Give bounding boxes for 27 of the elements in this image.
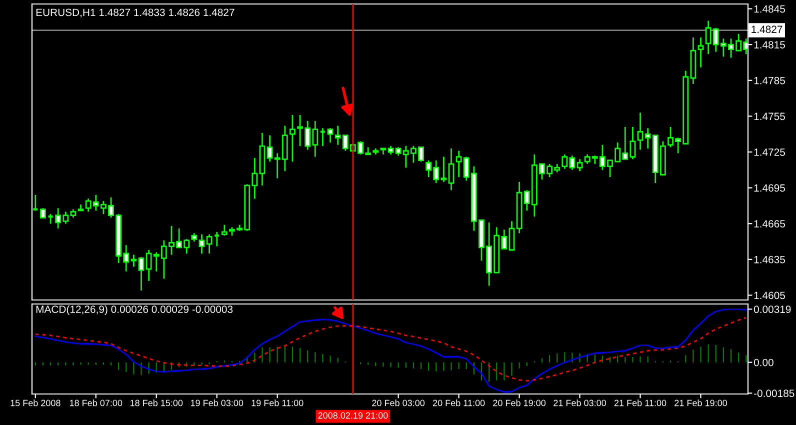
- x-tick-label: 2008.02.19 21:00: [318, 412, 388, 419]
- chart-title: MACD(12,26,9) 0.00026 0.00029 -0.00003: [36, 305, 233, 316]
- y-tick-label: 0.00319: [754, 306, 791, 314]
- x-tick-label: 20 Feb 19:00: [493, 400, 546, 406]
- y-tick-label: 1.4845: [754, 5, 785, 13]
- x-tick-label: 15 Feb 2008: [10, 400, 60, 406]
- y-tick-label: -0.00185: [754, 390, 794, 398]
- x-tick-label: 19 Feb 03:00: [190, 400, 244, 406]
- y-tick-label: 0.00: [754, 358, 774, 366]
- x-tick-label: 18 Feb 07:00: [70, 400, 122, 406]
- x-tick-label: 20 Feb 11:00: [432, 400, 485, 406]
- x-tick-label: 21 Feb 11:00: [614, 400, 666, 406]
- y-tick-label: 1.4785: [754, 76, 785, 84]
- ref-line-label: 1.4827: [752, 26, 782, 34]
- y-tick-label: 1.4635: [754, 256, 785, 264]
- x-tick-label: 21 Feb 03:00: [554, 400, 606, 406]
- x-tick-label: 19 Feb 11:00: [252, 400, 304, 406]
- y-tick-label: 1.4815: [754, 41, 785, 48]
- y-tick-label: 1.4755: [754, 112, 785, 120]
- x-tick-label: 21 Feb 19:00: [674, 400, 727, 406]
- x-tick-label: 20 Feb 03:00: [372, 400, 425, 406]
- chart-title: EURUSD,H1 1.4827 1.4833 1.4826 1.4827: [36, 8, 234, 18]
- y-tick-label: 1.4605: [754, 292, 785, 300]
- y-tick-label: 1.4695: [754, 184, 785, 192]
- y-tick-label: 1.4725: [754, 148, 785, 156]
- y-tick-label: 1.4665: [754, 220, 785, 228]
- x-tick-label: 18 Feb 15:00: [130, 400, 183, 406]
